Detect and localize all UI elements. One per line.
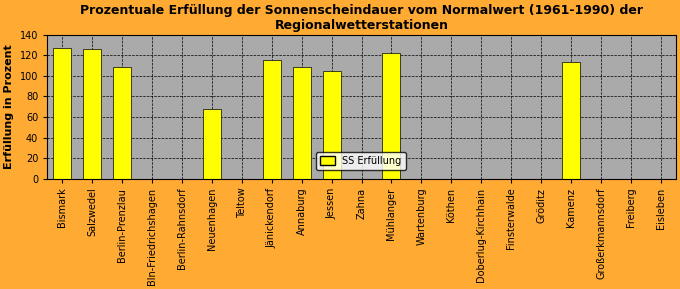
Bar: [203, 109, 221, 179]
Bar: [53, 48, 71, 179]
Bar: [382, 53, 401, 179]
Bar: [262, 60, 281, 179]
Bar: [562, 62, 580, 179]
Bar: [322, 71, 341, 179]
Bar: [83, 49, 101, 179]
Legend: SS Erfüllung: SS Erfüllung: [316, 152, 405, 170]
Bar: [292, 66, 311, 179]
Title: Prozentuale Erfüllung der Sonnenscheindauer vom Normalwert (1961-1990) der
Regio: Prozentuale Erfüllung der Sonnenscheinda…: [80, 4, 643, 32]
Bar: [113, 66, 131, 179]
Y-axis label: Erfüllung in Prozent: Erfüllung in Prozent: [4, 44, 14, 169]
